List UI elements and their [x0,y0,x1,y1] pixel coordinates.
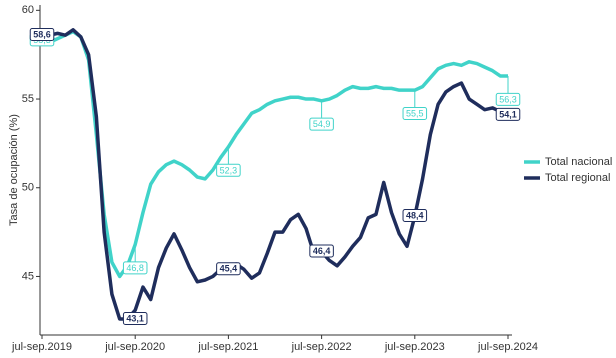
series-line [41,29,508,279]
y-tick-label: 55 [22,93,34,105]
data-label: 43,1 [122,312,148,326]
data-label: 54,1 [495,107,521,121]
data-label-box [29,28,55,42]
data-label-text: 45,4 [220,264,238,274]
series-line [42,28,509,321]
data-label-text: 54,1 [499,109,517,119]
data-label: 55,5 [402,107,428,121]
data-label-text: 55,5 [406,109,424,119]
data-label-box [216,262,241,276]
data-label: 45,4 [216,262,241,276]
data-label-box [122,312,148,326]
x-tick-label: jul-sep.2020 [104,341,165,353]
data-label: 52,3 [216,163,241,177]
data-label-box [402,209,428,223]
data-label-box [309,117,334,131]
data-label-box [216,163,241,177]
data-label-text: 46,8 [126,263,144,273]
data-label: 58,6 [29,28,55,42]
data-label-box [495,92,521,106]
x-tick-label: jul-sep.2023 [384,341,445,353]
y-tick-label: 50 [22,182,34,194]
data-label-text: 52,3 [220,165,238,175]
data-label-box [402,107,428,121]
data-label-text: 54,9 [313,119,331,129]
y-tick-label: 45 [22,270,34,282]
data-label: 54,9 [309,117,334,131]
data-label-text: 56,3 [499,94,517,104]
x-tick-label: jul-sep.2024 [477,341,538,353]
data-label-text: 46,4 [313,246,331,256]
data-label: 48,4 [402,209,428,223]
data-label: 56,3 [495,92,521,106]
data-label-box [495,107,521,121]
data-label-text: 43,1 [126,314,144,324]
data-label-text: 48,4 [406,211,424,221]
x-tick-label: jul-sep.2021 [197,341,258,353]
data-label-text: 58,6 [33,30,51,40]
x-tick-label: jul-sep.2019 [11,341,72,353]
x-tick-label: jul-sep.2022 [291,341,352,353]
data-label-box [122,261,148,275]
data-label: 46,8 [122,261,148,275]
data-label: 46,4 [309,244,334,258]
data-label-box [309,244,334,258]
legend-label: Total nacional [545,156,612,168]
legend-label: Total regional [545,172,610,184]
y-axis-label: Tasa de ocupación (%) [8,114,20,226]
y-tick-label: 60 [22,4,34,16]
